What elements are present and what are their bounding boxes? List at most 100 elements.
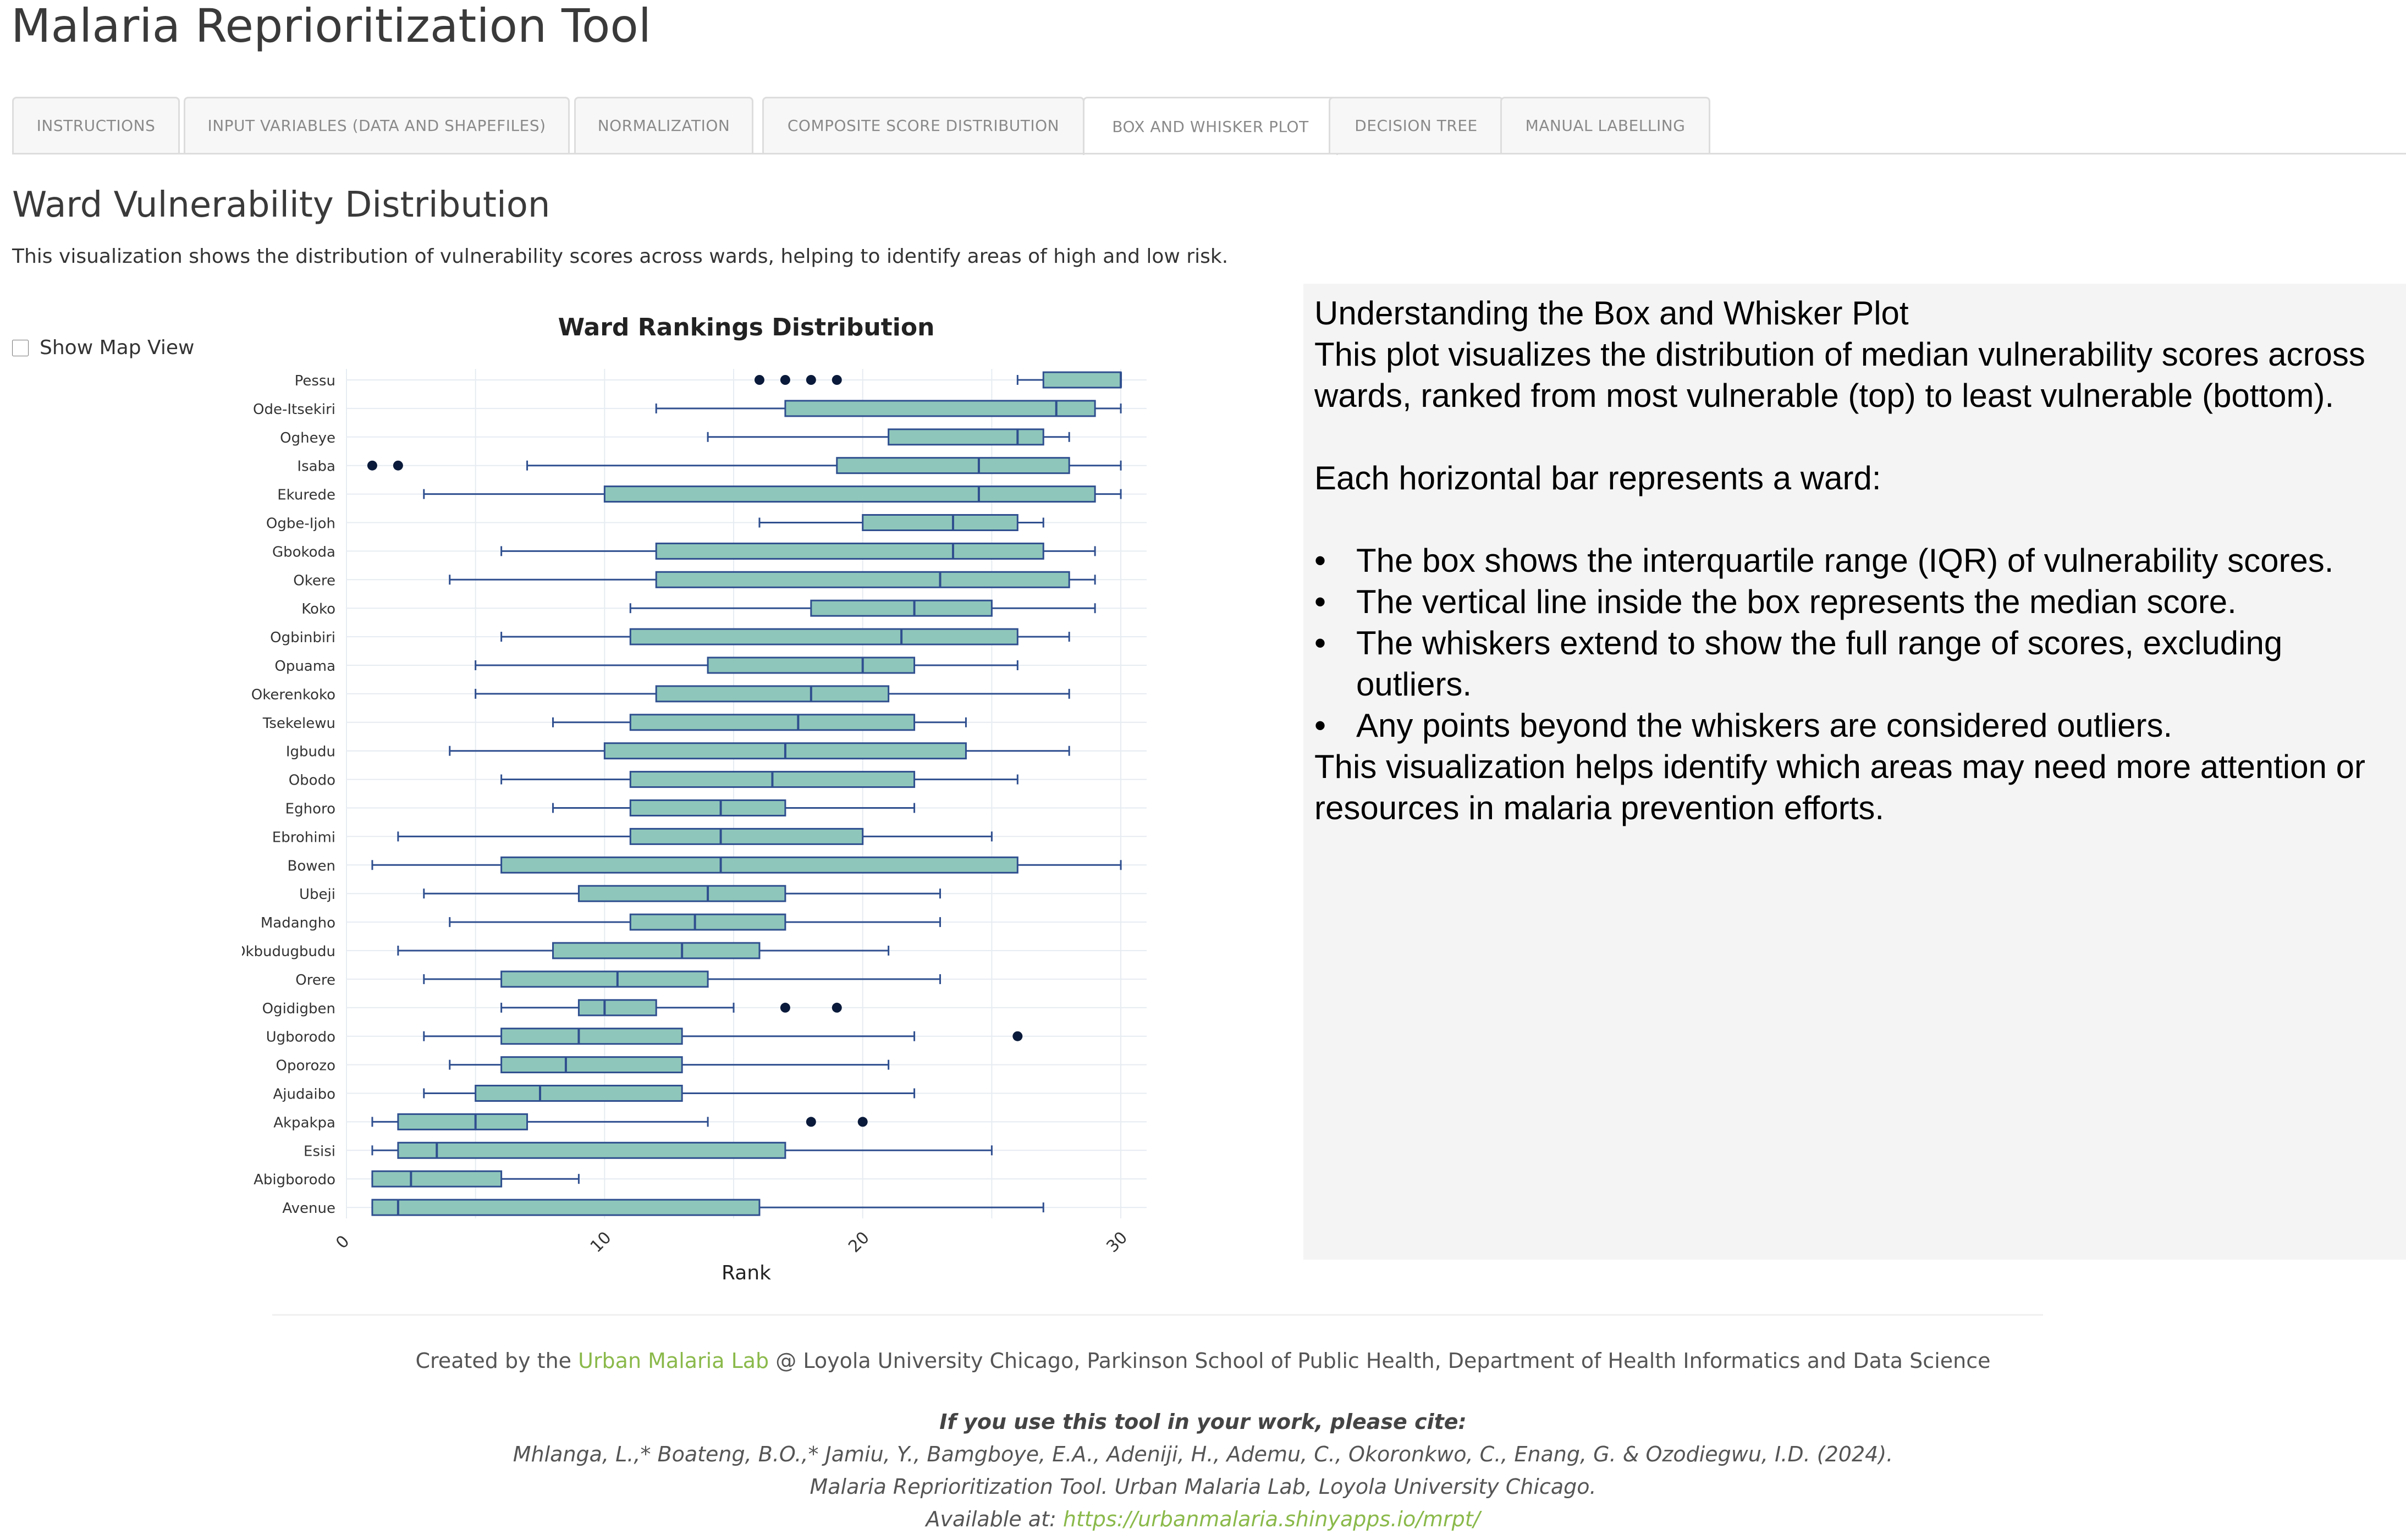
iqr-box — [810, 599, 993, 617]
iqr-box — [629, 799, 786, 816]
ward-label: Ogheye — [280, 430, 335, 446]
ward-label: Ogbinbiri — [270, 630, 335, 646]
footer-created-prefix: Created by the — [415, 1349, 572, 1373]
footer-divider — [272, 1314, 2043, 1316]
iqr-box — [629, 714, 916, 731]
info-bullet: The vertical line inside the box represe… — [1314, 581, 2395, 622]
ward-label: Avenue — [282, 1200, 335, 1217]
citation-authors: Mhlanga, L.,* Boateng, B.O.,* Jamiu, Y.,… — [513, 1442, 1893, 1466]
iqr-box — [629, 913, 786, 931]
outlier-point — [832, 1002, 842, 1013]
citation-heading: If you use this tool in your work, pleas… — [939, 1410, 1467, 1434]
info-bullet: The box shows the interquartile range (I… — [1314, 540, 2395, 581]
iqr-box — [655, 542, 1044, 560]
tab-divider — [12, 153, 2406, 154]
iqr-box — [836, 457, 1070, 474]
urban-malaria-lab-link[interactable]: Urban Malaria Lab — [578, 1349, 769, 1373]
ward-labels: Pessu Ode-Itsekiri Ogheye Isaba Ekurede Ogbe-… — [242, 373, 335, 1217]
info-intro: This plot visualizes the distribution of… — [1314, 336, 2365, 414]
outlier-point — [754, 375, 764, 385]
app-url-link[interactable]: https://urbanmalaria.shinyapps.io/mrpt/ — [1062, 1507, 1480, 1531]
tab-composite-score-distribution[interactable]: Composite Score Distribution — [762, 97, 1084, 153]
x-axis-ticks: 0 10 20 30 — [332, 1228, 1131, 1257]
iqr-box — [500, 1056, 683, 1074]
info-bar-intro: Each horizontal bar represents a ward: — [1314, 460, 1881, 496]
citation-title: Malaria Reprioritization Tool. Urban Mal… — [810, 1475, 1596, 1499]
iqr-box — [577, 999, 657, 1017]
iqr-box — [862, 514, 1018, 531]
ward-label: Okere — [293, 572, 335, 589]
iqr-box — [397, 1141, 786, 1159]
info-bullets: The box shows the interquartile range (I… — [1314, 540, 2395, 746]
iqr-box — [577, 885, 786, 902]
iqr-box — [552, 942, 761, 959]
chart-title: Ward Rankings Distribution — [558, 313, 935, 341]
iqr-box — [500, 856, 1018, 874]
iqr-box — [888, 428, 1044, 446]
outlier-point — [367, 460, 377, 471]
ward-label: Ubeji — [299, 886, 335, 903]
outlier-point — [832, 375, 842, 385]
show-map-checkbox[interactable] — [12, 339, 29, 356]
iqr-box — [784, 400, 1096, 417]
show-map-toggle[interactable]: Show Map View — [12, 336, 194, 359]
iqr-box — [603, 485, 1096, 503]
ward-label: Ugborodo — [266, 1029, 335, 1046]
ward-label: Okbudugbudu — [242, 943, 335, 960]
tab-manual-labelling[interactable]: Manual Labelling — [1500, 97, 1710, 153]
outlier-point — [780, 1002, 790, 1013]
ward-label: Abigborodo — [254, 1172, 335, 1188]
iqr-box — [707, 656, 916, 674]
outlier-point — [806, 375, 816, 385]
iqr-box — [629, 827, 864, 845]
x-axis-label: Rank — [722, 1262, 771, 1284]
ward-label: Esisi — [304, 1143, 335, 1160]
ward-label: Gbokoda — [272, 544, 335, 560]
ward-label: Isaba — [297, 459, 335, 475]
info-bullet: The whiskers extend to show the full ran… — [1314, 622, 2395, 705]
ward-label: Bowen — [288, 858, 335, 874]
x-tick-label: 10 — [587, 1228, 615, 1257]
ward-label: Koko — [301, 601, 335, 617]
ward-label: Oporozo — [276, 1058, 335, 1074]
ward-label: Obodo — [289, 772, 335, 789]
ward-label: Opuama — [274, 658, 335, 675]
ward-label: Ekurede — [277, 487, 335, 504]
available-prefix: Available at: — [926, 1507, 1056, 1531]
tab-box-and-whisker-plot[interactable]: Box and Whisker Plot — [1083, 97, 1338, 155]
iqr-box — [475, 1085, 683, 1102]
info-panel: Understanding the Box and Whisker Plot T… — [1303, 284, 2406, 1260]
iqr-box — [500, 970, 709, 988]
show-map-label: Show Map View — [40, 336, 195, 359]
ward-label: Eghoro — [285, 801, 335, 818]
ward-label: Okerenkoko — [251, 687, 335, 703]
outlier-point — [857, 1117, 868, 1127]
ward-label: Akpakpa — [273, 1114, 335, 1131]
ward-label: Pessu — [295, 373, 335, 389]
iqr-box — [500, 1028, 683, 1045]
ward-label: Madangho — [261, 915, 335, 931]
x-tick-label: 20 — [845, 1228, 873, 1257]
outlier-point — [806, 1117, 816, 1127]
tab-normalization[interactable]: Normalization — [574, 97, 753, 153]
ward-label: Orere — [295, 972, 335, 989]
iqr-box — [371, 1199, 761, 1216]
iqr-box — [655, 685, 890, 703]
tab-input-variables[interactable]: Input Variables (Data and Shapefiles) — [184, 97, 570, 153]
ward-label: Ogbe-Ijoh — [266, 516, 335, 532]
citation-available: Available at: https://urbanmalaria.shiny… — [0, 1503, 2406, 1536]
box-plots — [367, 371, 1122, 1216]
tab-instructions[interactable]: Instructions — [12, 97, 180, 153]
ward-rankings-chart: Ward Rankings Distribution Pessu Ode-Itse… — [242, 313, 1147, 1284]
iqr-box — [371, 1170, 503, 1188]
info-bullet: Any points beyond the whiskers are consi… — [1314, 705, 2395, 746]
iqr-box — [397, 1113, 528, 1130]
ward-label: Ebrohimi — [272, 829, 335, 846]
info-conclusion: This visualization helps identify which … — [1314, 748, 2365, 826]
footer: Created by the Urban Malaria Lab @ Loyol… — [0, 1345, 2406, 1536]
tab-decision-tree[interactable]: Decision Tree — [1329, 97, 1504, 153]
iqr-box — [1042, 371, 1122, 389]
outlier-point — [393, 460, 403, 471]
footer-created-suffix: @ Loyola University Chicago, Parkinson S… — [775, 1349, 1991, 1373]
outlier-point — [780, 375, 790, 385]
